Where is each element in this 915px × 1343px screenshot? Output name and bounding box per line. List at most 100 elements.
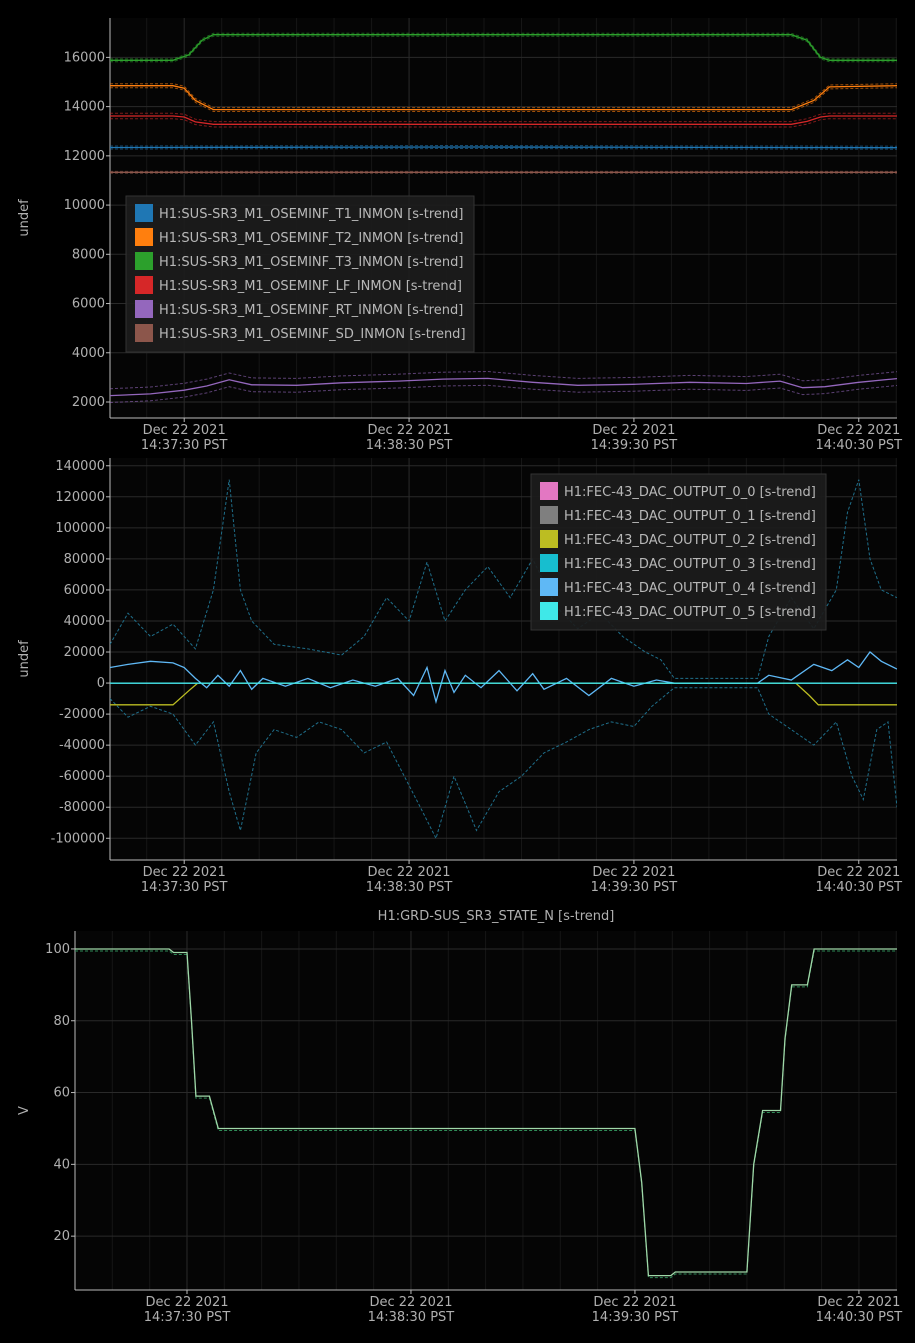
series-3-max: [110, 32, 897, 60]
legend-swatch: [135, 204, 153, 222]
series-2-max: [110, 83, 897, 109]
legend-entry: H1:SUS-SR3_M1_OSEMINF_SD_INMON [s-trend]: [159, 327, 466, 342]
x-tick-label-time: 14:40:30 PST: [816, 1310, 903, 1325]
legend: H1:SUS-SR3_M1_OSEMINF_T1_INMON [s-trend]…: [125, 195, 475, 353]
legend-swatch: [135, 276, 153, 294]
x-tick-label-date: Dec 22 2021: [145, 1295, 228, 1310]
series-4-min: [110, 118, 897, 128]
data-area: [110, 32, 897, 403]
legend-swatch: [540, 530, 558, 548]
y-tick-label: 100000: [55, 521, 105, 536]
x-tick-label-date: Dec 22 2021: [143, 423, 226, 438]
series-4-max: [110, 112, 897, 123]
x-tick-label-time: 14:39:30 PST: [592, 1310, 679, 1325]
y-tick-label: 12000: [64, 149, 105, 164]
y-tick-label: 14000: [64, 100, 105, 115]
grid: [110, 18, 897, 418]
legend-box: [125, 195, 475, 353]
y-tick-label: 10000: [64, 198, 105, 213]
legend-box: [530, 473, 827, 631]
legend-swatch: [540, 602, 558, 620]
x-tick-label-date: Dec 22 2021: [817, 865, 900, 880]
legend-swatch: [135, 252, 153, 270]
x-tick-label-date: Dec 22 2021: [593, 1295, 676, 1310]
y-tick-label: -60000: [59, 769, 105, 784]
y-tick-label: 6000: [72, 297, 105, 312]
y-tick-label: 80: [53, 1014, 70, 1029]
y-axis-label: undef: [17, 640, 32, 678]
x-tick-label-time: 14:38:30 PST: [366, 880, 453, 895]
legend-entry: H1:SUS-SR3_M1_OSEMINF_T2_INMON [s-trend]: [159, 231, 463, 246]
y-tick-label: 20: [53, 1229, 70, 1244]
x-tick-label-date: Dec 22 2021: [143, 865, 226, 880]
y-tick-label: 20000: [64, 645, 105, 660]
y-tick-label: 80000: [64, 552, 105, 567]
legend-swatch: [135, 300, 153, 318]
grid: [74, 931, 897, 1290]
x-tick-label-time: 14:37:30 PST: [141, 438, 228, 453]
y-tick-label: 60000: [64, 583, 105, 598]
legend: H1:FEC-43_DAC_OUTPUT_0_0 [s-trend] H1:FEC…: [530, 473, 827, 631]
series-5-max: [110, 370, 897, 390]
y-tick-label: 8000: [72, 247, 105, 262]
y-tick-label: -100000: [51, 831, 105, 846]
series-1-line: [110, 146, 897, 149]
x-tick-label-date: Dec 22 2021: [817, 1295, 900, 1310]
legend-entry: H1:SUS-SR3_M1_OSEMINF_T3_INMON [s-trend]: [159, 255, 463, 270]
legend-swatch: [540, 506, 558, 524]
x-tick-label-time: 14:37:30 PST: [141, 880, 228, 895]
y-tick-label: -80000: [59, 800, 105, 815]
data-area: [75, 948, 897, 1279]
y-tick-label: 40: [53, 1157, 70, 1172]
chart-title: H1:GRD-SUS_SR3_STATE_N [s-trend]: [378, 909, 615, 924]
legend-entry: H1:SUS-SR3_M1_OSEMINF_LF_INMON [s-trend]: [159, 279, 462, 294]
y-tick-label: 60: [53, 1086, 70, 1101]
panel-2: -100000 -80000 -60000 -40000 -20000 0 20000 400…: [17, 458, 902, 895]
legend-entry: H1:FEC-43_DAC_OUTPUT_0_4 [s-trend]: [564, 581, 816, 596]
x-tick-label-date: Dec 22 2021: [368, 423, 451, 438]
x-tick-label-date: Dec 22 2021: [592, 423, 675, 438]
series-5-line: [110, 651, 897, 705]
x-tick-label-time: 14:38:30 PST: [368, 1310, 455, 1325]
legend-swatch: [540, 482, 558, 500]
x-tick-label-date: Dec 22 2021: [592, 865, 675, 880]
y-tick-label: 140000: [55, 459, 105, 474]
legend-entry: H1:SUS-SR3_M1_OSEMINF_RT_INMON [s-trend]: [159, 303, 463, 318]
legend-swatch: [135, 324, 153, 342]
envelope-lower: [110, 687, 897, 840]
legend-entry: H1:FEC-43_DAC_OUTPUT_0_0 [s-trend]: [564, 485, 816, 500]
legend-entry: H1:FEC-43_DAC_OUTPUT_0_3 [s-trend]: [564, 557, 816, 572]
legend-entry: H1:FEC-43_DAC_OUTPUT_0_1 [s-trend]: [564, 509, 816, 524]
legend-entry: H1:FEC-43_DAC_OUTPUT_0_5 [s-trend]: [564, 605, 816, 620]
x-tick-label-time: 14:38:30 PST: [366, 438, 453, 453]
x-tick-label-time: 14:39:30 PST: [591, 438, 678, 453]
y-axis-label: undef: [17, 199, 32, 237]
legend-entry: H1:FEC-43_DAC_OUTPUT_0_2 [s-trend]: [564, 533, 816, 548]
legend-swatch: [540, 554, 558, 572]
x-tick-label-time: 14:37:30 PST: [144, 1310, 231, 1325]
series-2-line: [110, 85, 897, 111]
series-1-max: [110, 144, 897, 147]
x-tick-label-time: 14:40:30 PST: [815, 880, 902, 895]
x-tick-label-time: 14:40:30 PST: [815, 438, 902, 453]
series-4-line: [110, 115, 897, 125]
legend-entry: H1:SUS-SR3_M1_OSEMINF_T1_INMON [s-trend]: [159, 207, 463, 222]
x-tick-label-date: Dec 22 2021: [817, 423, 900, 438]
x-tick-label-time: 14:39:30 PST: [591, 880, 678, 895]
series-1-line: [75, 948, 897, 1277]
y-tick-label: 4000: [72, 346, 105, 361]
y-tick-label: 16000: [64, 50, 105, 65]
y-tick-label: 0: [97, 676, 105, 691]
legend-swatch: [135, 228, 153, 246]
y-tick-label: 100: [45, 942, 70, 957]
y-tick-label: -40000: [59, 738, 105, 753]
legend-swatch: [540, 578, 558, 596]
series-2-min: [110, 87, 897, 112]
series-5-line: [110, 377, 897, 397]
series-1-min: [110, 147, 897, 150]
series-3-min: [110, 35, 897, 63]
y-axis-label: V: [17, 1106, 32, 1115]
y-tick-label: -20000: [59, 707, 105, 722]
